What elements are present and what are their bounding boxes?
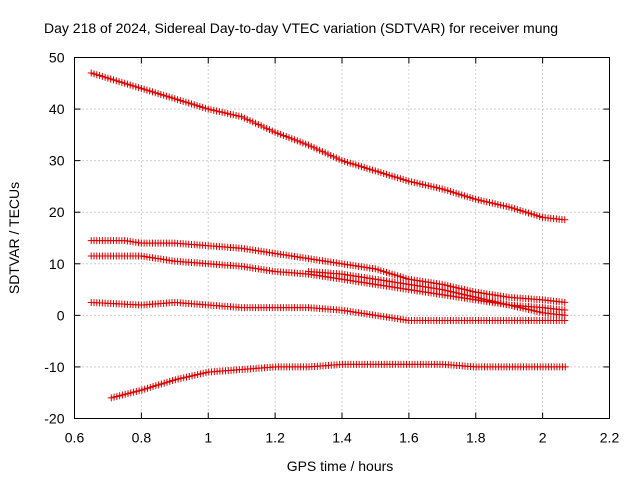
x-tick-label: 1 (204, 430, 212, 446)
x-tick-label: 2 (539, 430, 547, 446)
x-tick-label: 1.4 (332, 430, 352, 446)
y-tick-label: 30 (49, 153, 65, 169)
y-tick-label: -10 (44, 359, 64, 375)
x-tick-label: 0.6 (65, 430, 85, 446)
series-track-6 (107, 360, 569, 402)
data-points (87, 69, 569, 402)
series-track-2 (87, 237, 569, 306)
x-tick-label: 0.8 (132, 430, 152, 446)
y-tick-label: 50 (49, 50, 65, 66)
y-tick-label: 10 (49, 256, 65, 272)
y-axis-label: SDTVAR / TECUs (6, 182, 22, 294)
x-axis-label: GPS time / hours (287, 458, 394, 474)
chart-title: Day 218 of 2024, Sidereal Day-to-day VTE… (44, 20, 558, 36)
y-tick-label: -20 (44, 411, 64, 427)
series-track-5 (87, 298, 569, 325)
x-tick-label: 2.2 (600, 430, 620, 446)
data-point-marker (561, 363, 569, 371)
x-tick-label: 1.2 (265, 430, 285, 446)
data-point-marker (561, 317, 569, 325)
data-point-marker (561, 298, 569, 306)
series-track-1 (87, 69, 569, 224)
data-point-marker (561, 216, 569, 224)
y-tick-label: 20 (49, 204, 65, 220)
grid (74, 57, 610, 419)
x-tick-label: 1.8 (466, 430, 486, 446)
y-tick-label: 40 (49, 101, 65, 117)
y-tick-label: 0 (57, 307, 65, 323)
series-track-4 (305, 268, 569, 319)
x-tick-label: 1.6 (399, 430, 419, 446)
axis-ticks: 0.6 0.8 1 1.2 1.4 1.6 1.8 2 2.2 -20 -10 0 10 20 30 40 50 (44, 50, 619, 446)
